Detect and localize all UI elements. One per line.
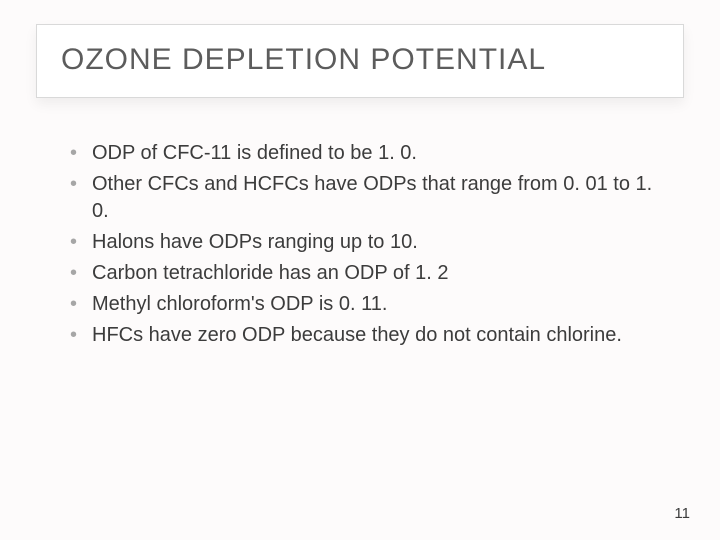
list-item: • Other CFCs and HCFCs have ODPs that ra…	[70, 171, 660, 225]
bullet-text: Other CFCs and HCFCs have ODPs that rang…	[92, 171, 660, 225]
page-number: 11	[674, 505, 690, 522]
list-item: • Methyl chloroform's ODP is 0. 11.	[70, 291, 660, 318]
list-item: • Carbon tetrachloride has an ODP of 1. …	[70, 260, 660, 287]
bullet-icon: •	[70, 291, 92, 318]
title-box: OZONE DEPLETION POTENTIAL	[36, 24, 684, 98]
bullet-text: ODP of CFC-11 is defined to be 1. 0.	[92, 140, 417, 167]
slide-container: OZONE DEPLETION POTENTIAL • ODP of CFC-1…	[0, 0, 720, 540]
bullet-text: Methyl chloroform's ODP is 0. 11.	[92, 291, 387, 318]
bullet-icon: •	[70, 229, 92, 256]
bullet-icon: •	[70, 171, 92, 198]
bullet-icon: •	[70, 322, 92, 349]
bullet-text: HFCs have zero ODP because they do not c…	[92, 322, 622, 349]
bullet-text: Halons have ODPs ranging up to 10.	[92, 229, 418, 256]
bullet-icon: •	[70, 260, 92, 287]
bullet-icon: •	[70, 140, 92, 167]
bullet-list: • ODP of CFC-11 is defined to be 1. 0. •…	[70, 140, 660, 353]
list-item: • HFCs have zero ODP because they do not…	[70, 322, 660, 349]
slide-title: OZONE DEPLETION POTENTIAL	[61, 43, 659, 77]
bullet-text: Carbon tetrachloride has an ODP of 1. 2	[92, 260, 449, 287]
list-item: • Halons have ODPs ranging up to 10.	[70, 229, 660, 256]
list-item: • ODP of CFC-11 is defined to be 1. 0.	[70, 140, 660, 167]
